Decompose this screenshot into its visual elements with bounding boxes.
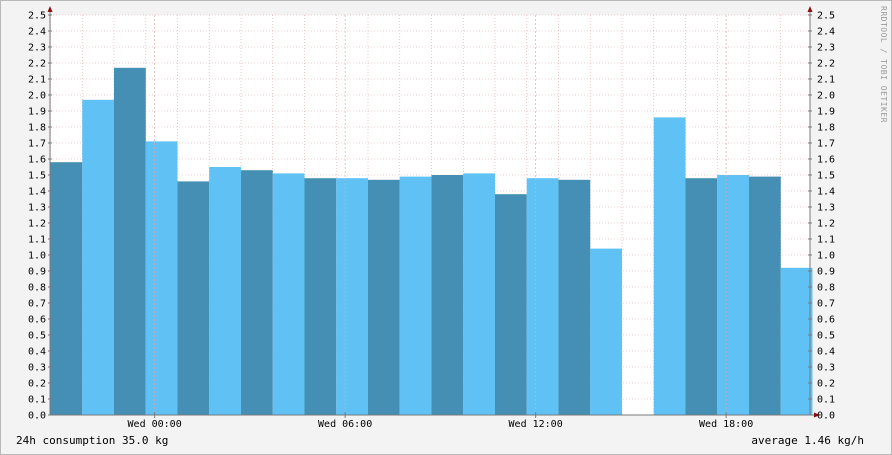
y-tick-label-right: 0.1 bbox=[817, 395, 835, 406]
y-tick-label-left: 2.3 bbox=[28, 43, 46, 54]
bar-hour-13 bbox=[463, 173, 495, 415]
x-tick-label: Wed 00:00 bbox=[128, 419, 182, 430]
y-tick-label-right: 1.2 bbox=[817, 219, 835, 230]
y-tick-label-left: 1.4 bbox=[28, 187, 46, 198]
bar-hour-0 bbox=[50, 162, 83, 415]
y-tick-label-right: 0.8 bbox=[817, 283, 835, 294]
y-tick-label-right: 2.5 bbox=[817, 11, 835, 22]
y-tick-label-right: 2.1 bbox=[817, 75, 835, 86]
x-axis-arrow bbox=[814, 412, 820, 418]
y-tick-label-left: 1.8 bbox=[28, 123, 46, 134]
bar-hour-10 bbox=[368, 179, 400, 415]
bar-hour-11 bbox=[399, 176, 432, 415]
y-tick-label-right: 2.0 bbox=[817, 91, 835, 102]
y-tick-label-right: 1.5 bbox=[817, 171, 835, 182]
y-tick-label-right: 1.0 bbox=[817, 251, 835, 262]
y-axis-right-arrow bbox=[807, 6, 813, 12]
total-consumption-label: 24h consumption 35.0 kg bbox=[16, 434, 169, 447]
y-tick-label-right: 0.0 bbox=[817, 411, 835, 422]
y-tick-label-left: 2.5 bbox=[28, 11, 46, 22]
bar-hour-16 bbox=[558, 179, 591, 415]
average-consumption-label: average 1.46 kg/h bbox=[751, 434, 864, 447]
bar-hour-9 bbox=[336, 178, 368, 415]
y-tick-label-right: 1.6 bbox=[817, 155, 835, 166]
y-tick-label-right: 0.9 bbox=[817, 267, 835, 278]
y-tick-label-right: 0.2 bbox=[817, 379, 835, 390]
bar-hour-20 bbox=[685, 178, 718, 415]
y-tick-label-left: 1.1 bbox=[28, 235, 46, 246]
y-tick-label-right: 1.7 bbox=[817, 139, 835, 150]
y-tick-label-left: 2.2 bbox=[28, 59, 46, 70]
y-tick-label-left: 1.9 bbox=[28, 107, 46, 118]
y-tick-label-left: 0.0 bbox=[28, 411, 46, 422]
bar-hour-21 bbox=[717, 175, 749, 415]
bar-hour-2 bbox=[114, 67, 146, 416]
y-tick-label-right: 2.2 bbox=[817, 59, 835, 70]
y-tick-label-left: 0.6 bbox=[28, 315, 46, 326]
bar-hour-15 bbox=[526, 178, 559, 415]
bar-hour-12 bbox=[431, 175, 464, 415]
y-tick-label-right: 0.7 bbox=[817, 299, 835, 310]
y-tick-label-right: 1.1 bbox=[817, 235, 835, 246]
y-tick-label-left: 1.7 bbox=[28, 139, 46, 150]
bar-hour-23 bbox=[780, 267, 813, 415]
y-tick-label-left: 2.1 bbox=[28, 75, 46, 86]
y-tick-label-left: 1.3 bbox=[28, 203, 46, 214]
rrdtool-watermark: RRDTOOL / TOBI OETIKER bbox=[879, 6, 888, 123]
y-tick-label-left: 0.2 bbox=[28, 379, 46, 390]
bar-hour-14 bbox=[495, 194, 527, 415]
y-tick-label-left: 2.4 bbox=[28, 27, 46, 38]
x-tick-label: Wed 06:00 bbox=[318, 419, 372, 430]
bar-hour-3 bbox=[145, 141, 178, 415]
y-tick-label-right: 1.9 bbox=[817, 107, 835, 118]
y-axis-left-arrow bbox=[47, 6, 53, 12]
bar-hour-5 bbox=[209, 167, 241, 415]
bar-hour-4 bbox=[177, 181, 210, 415]
y-tick-label-left: 0.3 bbox=[28, 363, 46, 374]
y-tick-label-left: 1.5 bbox=[28, 171, 46, 182]
y-tick-label-right: 0.5 bbox=[817, 331, 835, 342]
bar-hour-7 bbox=[272, 173, 305, 415]
bar-hour-22 bbox=[749, 176, 781, 415]
y-tick-label-left: 1.2 bbox=[28, 219, 46, 230]
y-tick-label-right: 0.3 bbox=[817, 363, 835, 374]
x-tick-label: Wed 12:00 bbox=[509, 419, 563, 430]
bar-hour-8 bbox=[304, 178, 337, 415]
y-tick-label-right: 0.6 bbox=[817, 315, 835, 326]
y-tick-label-right: 1.8 bbox=[817, 123, 835, 134]
y-tick-label-left: 0.1 bbox=[28, 395, 46, 406]
bar-hour-1 bbox=[82, 99, 114, 416]
y-tick-label-left: 1.0 bbox=[28, 251, 46, 262]
y-tick-label-left: 0.8 bbox=[28, 283, 46, 294]
bar-hour-19 bbox=[653, 117, 686, 416]
y-tick-label-left: 1.6 bbox=[28, 155, 46, 166]
y-tick-label-right: 2.4 bbox=[817, 27, 835, 38]
bar-hour-6 bbox=[241, 170, 273, 415]
y-tick-label-left: 0.4 bbox=[28, 347, 46, 358]
y-tick-label-right: 2.3 bbox=[817, 43, 835, 54]
y-tick-label-left: 0.7 bbox=[28, 299, 46, 310]
y-tick-label-left: 0.9 bbox=[28, 267, 46, 278]
x-tick-label: Wed 18:00 bbox=[699, 419, 753, 430]
bar-hour-17 bbox=[590, 248, 622, 415]
y-tick-label-left: 2.0 bbox=[28, 91, 46, 102]
y-tick-label-right: 1.4 bbox=[817, 187, 835, 198]
y-tick-label-right: 0.4 bbox=[817, 347, 835, 358]
y-tick-label-left: 0.5 bbox=[28, 331, 46, 342]
y-tick-label-right: 1.3 bbox=[817, 203, 835, 214]
